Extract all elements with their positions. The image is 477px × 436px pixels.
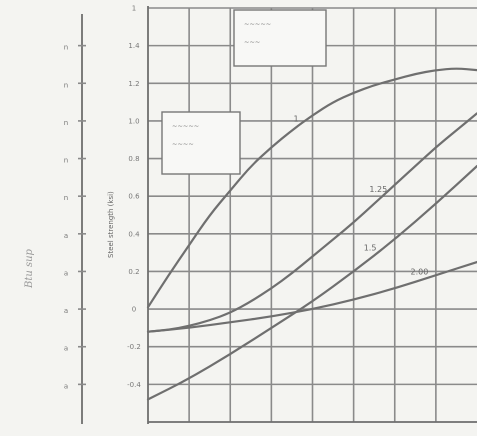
legends: ~~~~~~~~~~~~~~~~~ xyxy=(161,9,327,175)
y-tick-label: 0.8 xyxy=(128,155,139,163)
left-tick-label: n xyxy=(64,44,68,52)
legend-entry: ~~~ xyxy=(244,38,260,46)
y-tick-label: -0.4 xyxy=(127,381,141,389)
side-label: Btu sup xyxy=(24,248,35,289)
left-tick-label: a xyxy=(64,232,68,240)
left-tick-label: a xyxy=(64,382,68,390)
series-label: 1 xyxy=(294,114,299,123)
plot-frame xyxy=(78,6,477,424)
left-tick-label: n xyxy=(64,194,68,202)
y-tick-label: 0.4 xyxy=(128,230,140,238)
left-tick-label: a xyxy=(64,307,68,315)
y-tick-label: 1.2 xyxy=(128,80,139,88)
legend-entry: ~~~~ xyxy=(172,140,194,148)
series-line xyxy=(146,164,477,401)
legend-entry: ~~~~~ xyxy=(172,122,199,130)
y-tick-label: 0.2 xyxy=(128,268,139,276)
legend-box xyxy=(161,111,241,175)
labels: 1 1.4 1.2 1.0 0.8 0.6 0.4 0.2 0 -0.2 -0.4 n n n n n a a a a… xyxy=(64,5,429,391)
gridlines xyxy=(148,7,477,422)
legend-box xyxy=(233,9,327,67)
y-tick-label: 0.6 xyxy=(128,193,140,201)
series-line xyxy=(146,112,477,333)
series-label: 1.5 xyxy=(364,244,377,253)
y-tick-label: 1 xyxy=(132,5,136,13)
left-tick-label: n xyxy=(64,119,68,127)
curves xyxy=(146,67,477,401)
y-axis-title: Steel strength (ksi) xyxy=(107,191,115,258)
series-line xyxy=(146,67,477,309)
left-tick-label: n xyxy=(64,157,68,165)
series-line xyxy=(146,260,477,333)
y-tick-label: -0.2 xyxy=(127,343,141,351)
y-tick-label: 1.0 xyxy=(128,117,139,125)
series-label: 2.00 xyxy=(411,267,429,276)
y-tick-label: 1.4 xyxy=(128,42,140,50)
series-label: 1.25 xyxy=(369,185,387,194)
legend-entry: ~~~~~ xyxy=(244,20,271,28)
left-tick-label: n xyxy=(64,81,68,89)
left-tick-label: a xyxy=(64,269,68,277)
left-tick-label: a xyxy=(64,345,68,353)
y-tick-label: 0 xyxy=(132,306,136,314)
